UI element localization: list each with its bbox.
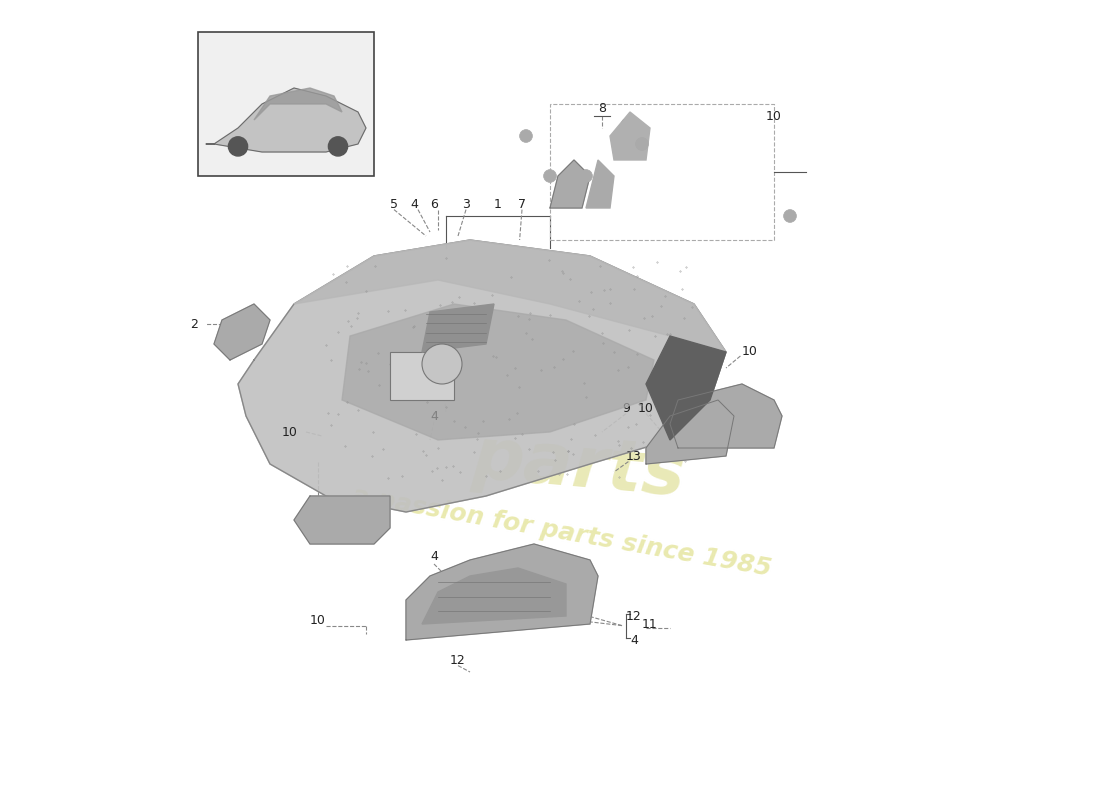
Text: 5: 5: [390, 198, 398, 210]
Bar: [390, 352, 454, 400]
Polygon shape: [294, 240, 726, 352]
Text: 4: 4: [430, 410, 438, 422]
Text: 11: 11: [642, 618, 658, 630]
Text: 15: 15: [678, 402, 694, 414]
Polygon shape: [670, 384, 782, 448]
Text: 9: 9: [623, 402, 630, 414]
Polygon shape: [610, 112, 650, 160]
Polygon shape: [238, 240, 726, 512]
Text: 10: 10: [282, 426, 298, 438]
Text: 8: 8: [598, 102, 606, 114]
Circle shape: [580, 170, 593, 182]
Polygon shape: [550, 160, 590, 208]
Text: 9: 9: [574, 186, 582, 198]
Text: 12: 12: [626, 610, 642, 622]
Text: 7: 7: [518, 198, 526, 210]
Polygon shape: [206, 88, 366, 152]
Circle shape: [422, 344, 462, 384]
Text: 5: 5: [314, 507, 322, 520]
Circle shape: [783, 210, 796, 222]
Text: 10: 10: [766, 110, 782, 122]
Text: 4: 4: [706, 366, 714, 378]
Polygon shape: [342, 304, 654, 440]
Text: 4: 4: [630, 634, 638, 646]
Text: 10: 10: [638, 402, 653, 414]
Text: 4: 4: [410, 198, 418, 210]
Text: 14: 14: [702, 422, 718, 434]
Polygon shape: [406, 544, 598, 640]
Text: 4: 4: [618, 118, 626, 130]
Polygon shape: [646, 336, 726, 440]
Polygon shape: [214, 304, 270, 360]
Circle shape: [543, 170, 557, 182]
Circle shape: [329, 137, 348, 156]
Polygon shape: [646, 400, 734, 464]
Text: 6: 6: [438, 386, 446, 398]
Text: 4: 4: [430, 550, 438, 562]
Polygon shape: [422, 304, 494, 352]
Bar: [550, 104, 774, 240]
Circle shape: [519, 130, 532, 142]
Bar: [198, 32, 374, 176]
Text: euro: euro: [374, 322, 587, 417]
Circle shape: [229, 137, 248, 156]
Text: 1: 1: [494, 198, 502, 210]
Text: 3: 3: [462, 198, 470, 210]
Text: parts: parts: [470, 424, 689, 511]
Text: 6: 6: [430, 198, 438, 210]
Text: 12: 12: [450, 654, 466, 666]
Text: 13: 13: [626, 450, 642, 462]
Polygon shape: [586, 160, 614, 208]
Text: 10: 10: [310, 614, 326, 626]
Polygon shape: [294, 496, 390, 544]
Text: a passion for parts since 1985: a passion for parts since 1985: [350, 483, 773, 581]
Polygon shape: [422, 568, 566, 624]
Circle shape: [636, 138, 648, 150]
Polygon shape: [254, 88, 342, 120]
Text: 2: 2: [190, 318, 198, 330]
Text: 10: 10: [742, 346, 758, 358]
